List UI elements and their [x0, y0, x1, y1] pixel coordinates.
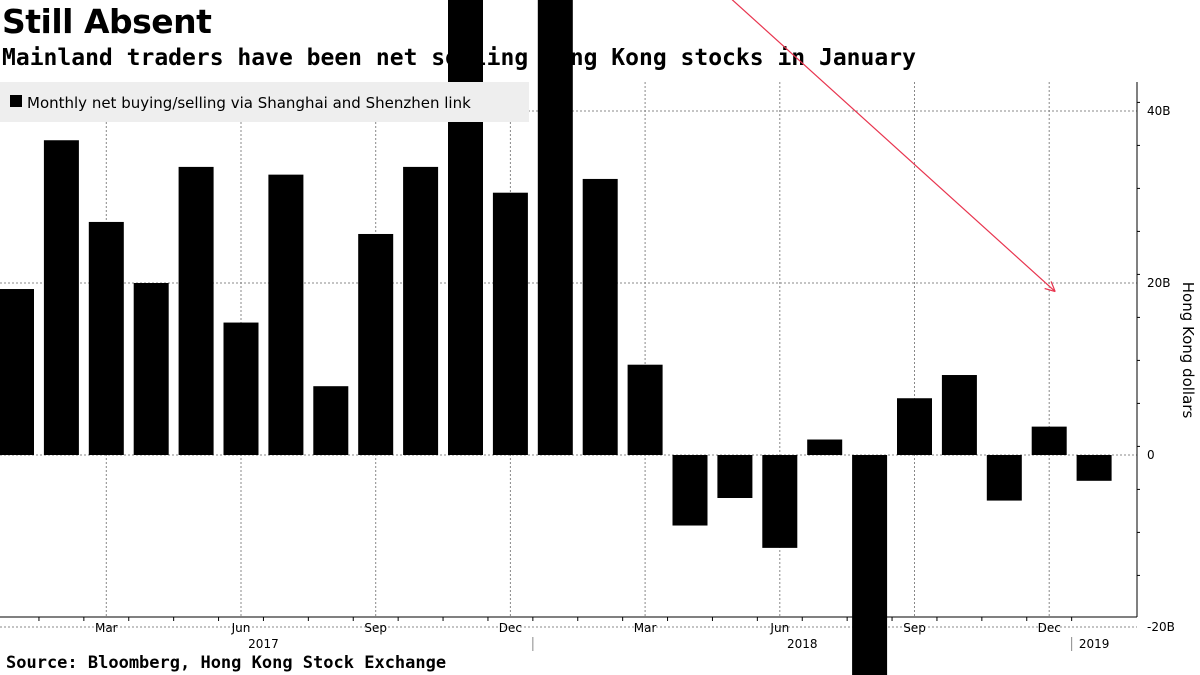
bar: 2017-02: 36.6 — [43, 140, 79, 456]
bar: 2017-03: 27.1 — [88, 221, 124, 455]
legend-label: Monthly net buying/selling via Shanghai … — [27, 94, 471, 112]
bar: 2017-07: 32.6 — [268, 174, 304, 455]
x-year-label: 2018 — [787, 637, 818, 651]
bar: 2017-12: 30.5 — [492, 192, 528, 455]
x-tick-label: Jun — [231, 621, 251, 635]
bar: 2018-02: 32.1 — [582, 178, 618, 455]
legend: Monthly net buying/selling via Shanghai … — [0, 82, 529, 122]
bar: 2017-09: 25.7 — [358, 233, 394, 455]
bar: 2018-07: 1.8 — [807, 439, 843, 455]
x-tick-label: Mar — [95, 621, 118, 635]
bar: 2019-01: -3 — [1076, 455, 1112, 481]
x-tick-label: Dec — [499, 621, 522, 635]
y-axis-label: Hong Kong dollars — [1179, 282, 1197, 419]
bar: 2017-08: 8 — [313, 386, 349, 455]
bar: 2017-06: 15.4 — [223, 322, 259, 455]
trend-arrow-head — [1050, 281, 1056, 292]
bar: 2018-12: 3.3 — [1031, 426, 1067, 455]
bar: 2017-04: 20 — [133, 283, 169, 455]
axes: 80B60B40B20B0-20BMarJunSepDecMarJunSepDe… — [0, 82, 1175, 651]
y-tick-label: 40B — [1147, 104, 1171, 118]
annotations — [731, 0, 1056, 293]
x-tick-label: Jun — [769, 621, 789, 635]
legend-swatch — [10, 95, 22, 107]
bar: 2018-05: -5 — [717, 455, 753, 498]
y-tick-label: -20B — [1147, 620, 1175, 634]
x-year-label: 2019 — [1079, 637, 1110, 651]
bar: 2017-01: 19.3 — [0, 289, 34, 455]
bar: 2018-09: 6.6 — [897, 398, 932, 455]
legend-background — [0, 82, 529, 122]
bar: 2017-11: 58.4 — [448, 0, 483, 455]
chart-title: Still Absent — [2, 2, 212, 41]
bar: 2018-06: -10.8 — [762, 455, 798, 548]
trend-arrow-head — [1044, 287, 1056, 293]
x-year-label: 2017 — [248, 637, 279, 651]
source-note: Source: Bloomberg, Hong Kong Stock Excha… — [6, 653, 447, 673]
bar: 2018-01: 76.6 — [537, 0, 573, 456]
bar: 2018-04: -8.2 — [672, 455, 708, 526]
trend-arrow — [731, 0, 1056, 293]
x-tick-label: Dec — [1038, 621, 1061, 635]
bar: 2018-11: -5.3 — [986, 455, 1022, 501]
x-tick-label: Mar — [634, 621, 657, 635]
bar-series: 2017-01: 19.32017-02: 36.62017-03: 27.12… — [0, 0, 1112, 675]
bar: 2018-03: 10.5 — [627, 364, 663, 455]
x-tick-label: Sep — [364, 621, 387, 635]
x-tick-label: Sep — [903, 621, 926, 635]
bar: 2017-05: 33.5 — [178, 166, 214, 455]
bar: 2018-10: 9.3 — [941, 375, 977, 455]
bar: 2018-08: -27.7 — [852, 455, 888, 675]
y-tick-label: 20B — [1147, 276, 1171, 290]
bar: 2017-10: 33.5 — [403, 166, 439, 455]
y-tick-label: 0 — [1147, 448, 1155, 462]
